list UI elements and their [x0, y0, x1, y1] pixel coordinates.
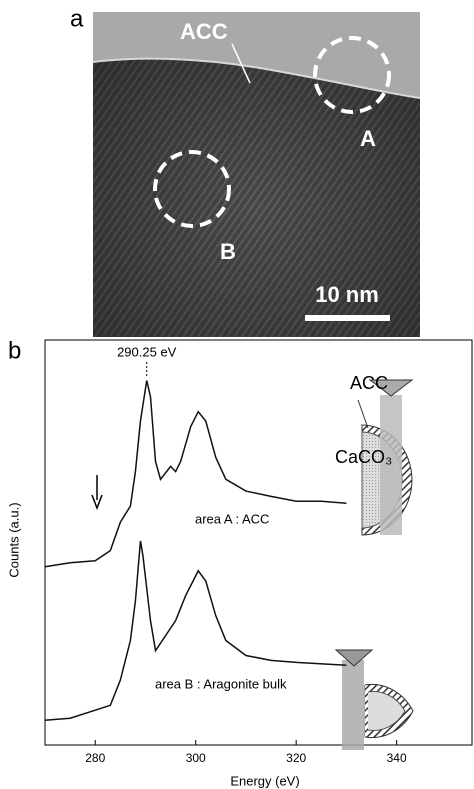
image-label: A — [360, 126, 376, 151]
inset-label: ACC — [350, 373, 388, 393]
series-label: area B : Aragonite bulk — [155, 676, 287, 691]
arrow — [91, 475, 103, 511]
spectrum-line — [44, 380, 347, 568]
x-tick-label: 300 — [186, 751, 206, 765]
panel-label: a — [70, 5, 84, 32]
plot-frame — [44, 339, 473, 746]
spectrum-line — [44, 540, 347, 722]
inset-acc — [357, 379, 414, 536]
annotation: 290.25 eV — [117, 344, 177, 359]
series-label: area A : ACC — [195, 511, 269, 526]
y-axis-label: Counts (a.u.) — [6, 502, 21, 577]
image-label: B — [220, 239, 236, 264]
x-tick-label: 340 — [387, 751, 407, 765]
x-tick-label: 280 — [85, 751, 105, 765]
panel-label: b — [8, 337, 21, 364]
inset-bulk — [334, 649, 414, 750]
tem-image — [92, 12, 421, 337]
x-tick-label: 320 — [286, 751, 306, 765]
image-label: ACC — [180, 19, 228, 44]
inset-label: CaCO₃ — [335, 447, 392, 467]
x-axis-label: Energy (eV) — [230, 773, 299, 788]
scale-bar-label: 10 nm — [315, 282, 379, 307]
